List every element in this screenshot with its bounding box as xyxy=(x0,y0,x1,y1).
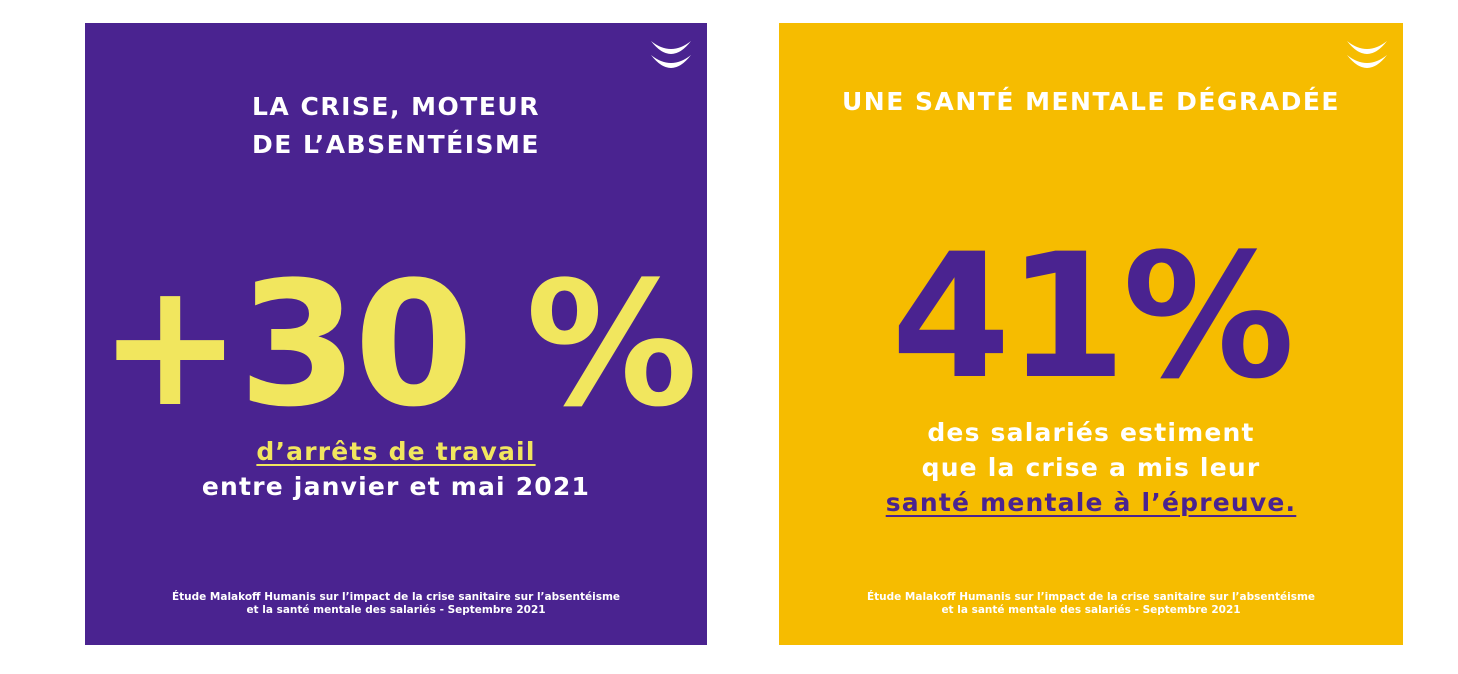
stat-value: 41% xyxy=(891,216,1295,417)
malakoff-humanis-logo-icon xyxy=(651,41,691,68)
absenteeism-card: LA CRISE, MOTEUR DE L’ABSENTÉISME +30 % … xyxy=(85,23,707,645)
title-line: DE L’ABSENTÉISME xyxy=(251,130,540,159)
card-title: LA CRISE, MOTEUR DE L’ABSENTÉISME xyxy=(85,88,707,164)
stat-description-line: que la crise a mis leur xyxy=(921,453,1261,482)
stat-description-line: entre janvier et mai 2021 xyxy=(201,472,591,501)
stat-description-line: des salariés estiment xyxy=(927,418,1255,447)
stat-description: des salariés estiment que la crise a mis… xyxy=(779,415,1403,520)
source-line: Étude Malakoff Humanis sur l’impact de l… xyxy=(866,591,1316,603)
source-line: et la santé mentale des salariés - Septe… xyxy=(941,604,1241,616)
stat-description-highlight: santé mentale à l’épreuve. xyxy=(885,488,1297,517)
source-note: Étude Malakoff Humanis sur l’impact de l… xyxy=(85,591,707,617)
mental-health-card: UNE SANTÉ MENTALE DÉGRADÉE 41% des salar… xyxy=(779,23,1403,645)
stat-description: d’arrêts de travail entre janvier et mai… xyxy=(85,434,707,504)
source-line: Étude Malakoff Humanis sur l’impact de l… xyxy=(171,591,621,603)
source-note: Étude Malakoff Humanis sur l’impact de l… xyxy=(779,591,1403,617)
card-title: UNE SANTÉ MENTALE DÉGRADÉE xyxy=(779,83,1403,121)
stat-value: +30 % xyxy=(98,244,698,445)
title-line: UNE SANTÉ MENTALE DÉGRADÉE xyxy=(841,87,1341,116)
stat-description-highlight: d’arrêts de travail xyxy=(256,437,536,466)
malakoff-humanis-logo-icon xyxy=(1347,41,1387,68)
title-line: LA CRISE, MOTEUR xyxy=(252,92,540,121)
source-line: et la santé mentale des salariés - Septe… xyxy=(246,604,546,616)
